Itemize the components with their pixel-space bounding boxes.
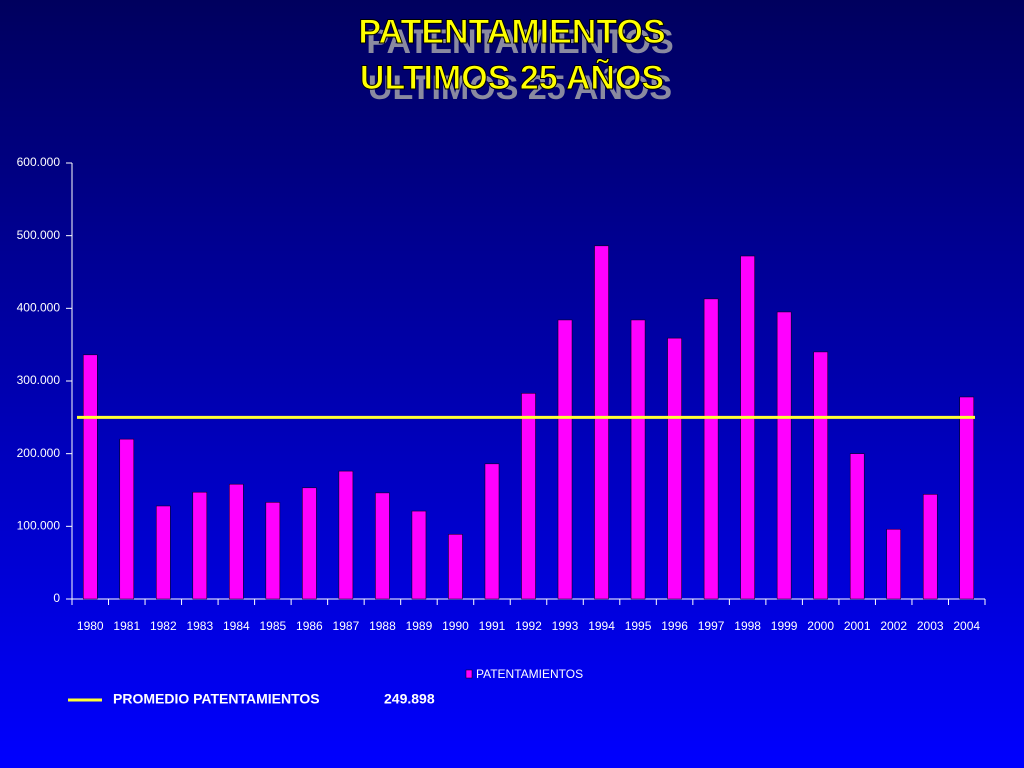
- bar: [83, 355, 97, 599]
- bar: [668, 338, 682, 599]
- x-tick-label: 2002: [880, 619, 907, 633]
- bar: [704, 299, 718, 599]
- x-tick-label: 1993: [552, 619, 579, 633]
- x-tick-label: 1984: [223, 619, 250, 633]
- x-tick-label: 1998: [734, 619, 761, 633]
- x-tick-label: 1988: [369, 619, 396, 633]
- bar: [558, 320, 572, 599]
- x-tick-label: 1997: [698, 619, 725, 633]
- bar: [193, 492, 207, 599]
- x-tick-label: 1991: [479, 619, 506, 633]
- x-tick-label: 1986: [296, 619, 323, 633]
- bar: [339, 471, 353, 599]
- x-tick-label: 2003: [917, 619, 944, 633]
- page: PATENTAMIENTOS ULTIMOS 25 AÑOS PATENTAMI…: [0, 0, 1024, 768]
- chart-title: ULTIMOS 25 AÑOS: [360, 59, 664, 97]
- average-legend-label: PROMEDIO PATENTAMIENTOS: [113, 691, 320, 707]
- bar: [631, 320, 645, 599]
- bar: [777, 312, 791, 599]
- average-legend-value: 249.898: [384, 691, 435, 707]
- x-tick-label: 1995: [625, 619, 652, 633]
- bar: [741, 256, 755, 599]
- x-tick-label: 1983: [186, 619, 213, 633]
- x-tick-label: 1980: [77, 619, 104, 633]
- bar: [887, 529, 901, 599]
- x-tick-label: 1981: [113, 619, 140, 633]
- bar: [229, 484, 243, 599]
- x-tick-label: 2000: [807, 619, 834, 633]
- bar: [412, 511, 426, 599]
- x-tick-label: 1992: [515, 619, 542, 633]
- bar: [595, 246, 609, 599]
- y-tick-label: 300.000: [17, 373, 61, 387]
- x-tick-label: 1999: [771, 619, 798, 633]
- x-tick-label: 2001: [844, 619, 871, 633]
- x-tick-label: 2004: [953, 619, 980, 633]
- x-tick-label: 1989: [406, 619, 433, 633]
- legend-swatch: [466, 670, 472, 678]
- x-tick-label: 1982: [150, 619, 177, 633]
- legend-label: PATENTAMIENTOS: [476, 667, 583, 681]
- y-tick-label: 0: [53, 591, 60, 605]
- y-tick-label: 400.000: [17, 301, 61, 315]
- bar: [522, 393, 536, 599]
- bar: [266, 502, 280, 599]
- y-tick-label: 600.000: [17, 155, 61, 169]
- x-tick-label: 1985: [260, 619, 287, 633]
- bar: [814, 352, 828, 599]
- bar: [375, 493, 389, 599]
- y-tick-label: 200.000: [17, 446, 61, 460]
- chart: PATENTAMIENTOS ULTIMOS 25 AÑOS PATENTAMI…: [0, 0, 1024, 768]
- bar: [120, 439, 134, 599]
- background: [0, 0, 1024, 768]
- x-tick-label: 1987: [333, 619, 360, 633]
- chart-title: PATENTAMIENTOS: [358, 13, 665, 51]
- y-tick-label: 500.000: [17, 228, 61, 242]
- bar: [923, 494, 937, 599]
- x-tick-label: 1990: [442, 619, 469, 633]
- bar: [302, 488, 316, 599]
- y-tick-label: 100.000: [17, 519, 61, 533]
- x-tick-label: 1994: [588, 619, 615, 633]
- x-tick-label: 1996: [661, 619, 688, 633]
- bar: [448, 534, 462, 599]
- bar: [960, 397, 974, 599]
- bar: [850, 454, 864, 599]
- bar: [156, 506, 170, 599]
- bar: [485, 464, 499, 599]
